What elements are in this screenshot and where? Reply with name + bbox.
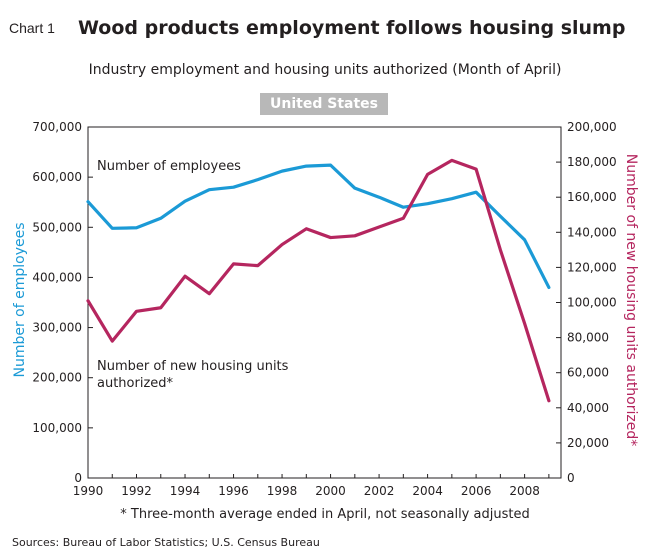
x-axis-tick-label: 2006	[461, 484, 492, 498]
right-axis-tick-label: 160,000	[567, 190, 617, 204]
x-axis-tick-label: 2002	[364, 484, 395, 498]
right-axis-tick-label: 100,000	[567, 296, 617, 310]
right-axis-tick-label: 120,000	[567, 260, 617, 274]
right-axis-tick-label: 80,000	[567, 331, 609, 345]
footnote: * Three-month average ended in April, no…	[120, 507, 530, 522]
left-axis-tick-label: 700,000	[32, 120, 82, 134]
series-layer: Number of employees Number of new housing…	[86, 158, 551, 403]
right-axis-tick-label: 60,000	[567, 366, 609, 380]
right-y-axis: 0 20,000 40,000 60,000 80,000 100,000 120,000 1…	[556, 120, 617, 485]
right-axis-label: Number of new housing units authorized*	[623, 154, 639, 446]
right-axis-tick-label: 180,000	[567, 155, 617, 169]
plot-area	[87, 126, 562, 479]
right-axis-tick-label: 0	[567, 471, 575, 485]
left-axis-tick-label: 500,000	[32, 220, 82, 234]
x-axis-tick-label: 2008	[509, 484, 540, 498]
left-axis-tick-label: 300,000	[32, 321, 82, 335]
chart-number-label: Chart 1	[9, 20, 55, 36]
left-axis-tick-label: 200,000	[32, 371, 82, 385]
right-axis-tick-label: 200,000	[567, 120, 617, 134]
left-axis-tick-label: 100,000	[32, 421, 82, 435]
employees-series-label: Number of employees	[97, 159, 241, 174]
housing-units-series-label: Number of new housing units authorized*	[97, 359, 289, 391]
x-axis-tick-label: 1998	[267, 484, 298, 498]
left-axis-label: Number of employees	[12, 222, 28, 377]
x-axis-tick-label: 1994	[170, 484, 201, 498]
employees-series-line	[86, 163, 551, 290]
right-axis-tick-label: 20,000	[567, 436, 609, 450]
chart-title: Wood products employment follows housing…	[78, 17, 626, 39]
housing-units-series-line	[86, 158, 551, 403]
plot-frame	[87, 126, 562, 479]
x-axis: 1990 1992 1994 1996 1998 2000 2002 2004 2006 2008	[73, 474, 550, 498]
chart-subtitle: Industry employment and housing units au…	[88, 62, 562, 78]
x-axis-tick-label: 1990	[73, 484, 104, 498]
x-axis-tick-label: 1992	[121, 484, 152, 498]
source-note: Sources: Bureau of Labor Statistics; U.S…	[12, 536, 320, 549]
right-axis-tick-label: 140,000	[567, 225, 617, 239]
x-axis-tick-label: 1996	[218, 484, 249, 498]
right-axis-tick-label: 40,000	[567, 401, 609, 415]
left-axis-tick-label: 0	[74, 471, 82, 485]
x-axis-tick-label: 2004	[412, 484, 443, 498]
left-axis-tick-label: 600,000	[32, 170, 82, 184]
region-badge: United States	[260, 93, 388, 115]
left-axis-tick-label: 400,000	[32, 270, 82, 284]
left-y-axis: 0 100,000 200,000 300,000 400,000 500,000 600,…	[32, 120, 93, 485]
x-axis-tick-label: 2000	[315, 484, 346, 498]
